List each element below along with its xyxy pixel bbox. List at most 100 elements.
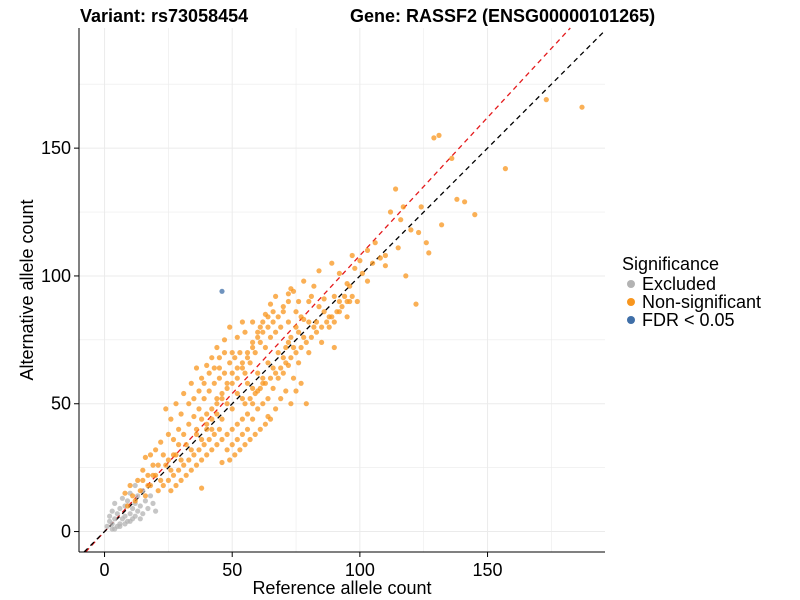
data-point-excluded xyxy=(150,500,156,506)
data-point-non-significant xyxy=(155,462,161,468)
data-point-non-significant xyxy=(211,431,217,437)
data-point-non-significant xyxy=(273,406,279,412)
data-point-non-significant xyxy=(211,380,217,386)
data-point-non-significant xyxy=(382,263,388,269)
x-tick-label: 0 xyxy=(100,560,110,580)
data-point-non-significant xyxy=(364,278,371,284)
data-point-non-significant xyxy=(543,97,549,103)
data-point-non-significant xyxy=(221,350,228,356)
data-point-non-significant xyxy=(262,344,268,351)
data-point-non-significant xyxy=(267,301,274,307)
data-point-non-significant xyxy=(181,390,187,397)
data-point-non-significant xyxy=(357,258,363,264)
data-point-non-significant xyxy=(400,204,406,210)
data-point-non-significant xyxy=(219,436,225,443)
legend-key-1 xyxy=(627,298,635,306)
data-point-non-significant xyxy=(288,401,294,407)
data-point-excluded xyxy=(109,526,115,532)
data-point-non-significant xyxy=(178,477,184,483)
data-point-non-significant xyxy=(319,339,325,345)
data-point-non-significant xyxy=(377,255,383,261)
data-point-non-significant xyxy=(416,229,422,236)
data-point-non-significant xyxy=(454,196,460,202)
data-point-non-significant xyxy=(178,411,184,417)
data-point-excluded xyxy=(135,493,141,499)
data-point-non-significant xyxy=(165,431,171,437)
data-point-non-significant xyxy=(439,222,445,228)
legend-key-2 xyxy=(627,316,635,324)
data-point-non-significant xyxy=(219,459,225,466)
data-point-excluded xyxy=(114,511,120,517)
data-point-non-significant xyxy=(214,411,220,417)
data-point-non-significant xyxy=(178,457,184,463)
data-point-non-significant xyxy=(147,452,154,458)
data-point-non-significant xyxy=(140,477,146,483)
data-point-non-significant xyxy=(239,365,245,371)
data-point-non-significant xyxy=(242,329,248,335)
legend-key-0 xyxy=(627,280,635,288)
data-point-excluded xyxy=(117,523,123,530)
data-point-non-significant xyxy=(278,365,284,371)
data-point-non-significant xyxy=(260,401,266,407)
data-point-non-significant xyxy=(311,283,317,289)
data-point-non-significant xyxy=(224,380,230,386)
data-point-non-significant xyxy=(214,442,220,448)
data-point-non-significant xyxy=(579,104,585,110)
data-point-non-significant xyxy=(403,273,409,279)
data-point-non-significant xyxy=(285,319,291,325)
data-point-non-significant xyxy=(285,291,291,297)
data-point-non-significant xyxy=(196,388,202,394)
data-point-non-significant xyxy=(199,436,205,443)
data-point-non-significant xyxy=(267,375,274,381)
data-point-non-significant xyxy=(229,380,235,386)
data-point-non-significant xyxy=(344,281,350,287)
data-point-non-significant xyxy=(336,270,342,276)
data-point-non-significant xyxy=(224,385,230,391)
data-point-non-significant xyxy=(219,390,225,397)
y-tick-label: 150 xyxy=(41,138,71,158)
data-point-non-significant xyxy=(234,375,240,381)
legend: Significance ExcludedNon-significantFDR … xyxy=(622,254,761,330)
data-point-non-significant xyxy=(160,452,166,458)
data-point-non-significant xyxy=(344,314,350,320)
data-point-non-significant xyxy=(227,360,233,366)
data-point-non-significant xyxy=(257,426,263,432)
data-point-non-significant xyxy=(209,355,215,361)
data-point-non-significant xyxy=(308,293,314,299)
data-point-non-significant xyxy=(186,401,192,407)
data-point-non-significant xyxy=(255,370,261,376)
data-point-non-significant xyxy=(275,350,281,356)
data-point-non-significant xyxy=(257,339,263,345)
data-point-excluded xyxy=(132,513,138,519)
data-point-excluded xyxy=(153,508,159,514)
data-point-non-significant xyxy=(201,380,207,386)
reference-line-1 xyxy=(83,30,606,553)
data-point-non-significant xyxy=(275,314,281,320)
y-tick-label: 100 xyxy=(41,266,71,286)
data-point-non-significant xyxy=(349,293,355,299)
data-point-excluded xyxy=(122,513,128,519)
data-point-non-significant xyxy=(354,298,360,305)
data-point-non-significant xyxy=(122,490,128,496)
data-point-non-significant xyxy=(326,324,332,330)
data-point-non-significant xyxy=(183,472,189,478)
data-point-non-significant xyxy=(204,362,210,368)
data-point-non-significant xyxy=(293,350,299,356)
data-point-non-significant xyxy=(382,252,388,259)
data-point-excluded xyxy=(112,516,118,522)
data-point-non-significant xyxy=(137,488,143,494)
data-point-non-significant xyxy=(145,482,151,489)
data-point-non-significant xyxy=(370,260,376,266)
data-point-non-significant xyxy=(250,344,256,351)
legend-label-1: Non-significant xyxy=(642,292,761,312)
data-point-non-significant xyxy=(234,436,240,443)
data-point-non-significant xyxy=(206,436,212,443)
data-point-non-significant xyxy=(135,477,141,483)
data-point-non-significant xyxy=(316,268,322,274)
data-point-non-significant xyxy=(181,462,187,468)
data-point-excluded xyxy=(132,482,138,489)
data-point-excluded xyxy=(130,505,136,512)
data-point-non-significant xyxy=(298,380,304,386)
data-point-non-significant xyxy=(283,344,289,351)
